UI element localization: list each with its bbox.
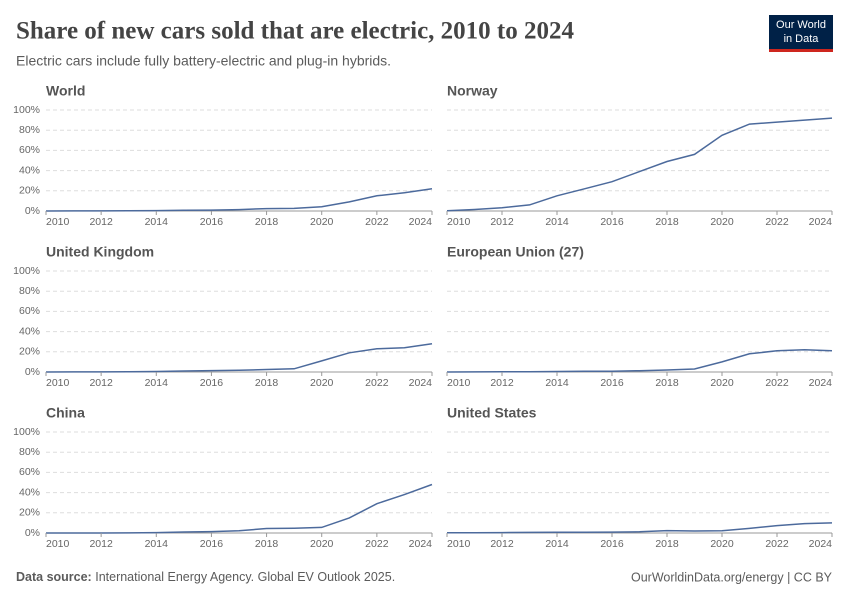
y-tick-label: 40% bbox=[19, 164, 40, 176]
y-tick-label: 40% bbox=[19, 486, 40, 498]
x-tick-label: 2010 bbox=[447, 377, 471, 389]
y-tick-label: 60% bbox=[19, 144, 40, 156]
x-tick-label: 2014 bbox=[545, 538, 569, 550]
line bbox=[45, 342, 433, 373]
line bbox=[446, 349, 833, 373]
source-label: Data source: bbox=[16, 570, 92, 584]
x-tick-label: 2012 bbox=[490, 216, 514, 228]
credit: OurWorldinData.org/energy | CC BY bbox=[631, 570, 833, 584]
x-tick-label: 2022 bbox=[765, 538, 789, 550]
x-tick-label: 2018 bbox=[655, 377, 679, 389]
panel-title: China bbox=[46, 405, 85, 421]
y-tick-label: 100% bbox=[13, 265, 40, 277]
panel-title: World bbox=[46, 83, 85, 99]
x-tick-label: 2014 bbox=[545, 377, 569, 389]
panel-title: United States bbox=[447, 405, 537, 421]
y-tick-label: 0% bbox=[25, 527, 40, 539]
x-tick-label: 2012 bbox=[89, 377, 113, 389]
y-tick-label: 80% bbox=[19, 285, 40, 297]
y-tick-label: 20% bbox=[19, 507, 40, 519]
x-tick-label: 2014 bbox=[145, 216, 169, 228]
x-tick-label: 2024 bbox=[409, 538, 433, 550]
logo-text: Our World bbox=[776, 19, 826, 31]
x-tick-label: 2010 bbox=[447, 538, 471, 550]
source-text: International Energy Agency. Global EV O… bbox=[95, 570, 395, 584]
x-tick-label: 2010 bbox=[46, 216, 70, 228]
x-tick-label: 2022 bbox=[365, 216, 389, 228]
y-tick-label: 100% bbox=[13, 426, 40, 438]
x-tick-label: 2024 bbox=[409, 216, 433, 228]
logo-bar bbox=[769, 49, 833, 52]
x-tick-label: 2010 bbox=[46, 538, 70, 550]
panel-title: United Kingdom bbox=[46, 244, 154, 260]
source: Data source: International Energy Agency… bbox=[16, 570, 395, 584]
line bbox=[446, 117, 833, 212]
y-tick-label: 80% bbox=[19, 446, 40, 458]
x-tick-label: 2020 bbox=[710, 377, 734, 389]
x-tick-label: 2018 bbox=[655, 216, 679, 228]
x-tick-label: 2010 bbox=[447, 216, 471, 228]
x-tick-label: 2016 bbox=[600, 538, 624, 550]
line bbox=[46, 483, 433, 534]
logo-text: in Data bbox=[784, 33, 820, 45]
chart-subtitle: Electric cars include fully battery-elec… bbox=[16, 53, 391, 69]
y-tick-label: 0% bbox=[25, 366, 40, 378]
x-tick-label: 2020 bbox=[310, 538, 334, 550]
y-tick-label: 80% bbox=[19, 124, 40, 136]
line bbox=[447, 522, 833, 534]
x-tick-label: 2014 bbox=[145, 538, 169, 550]
x-tick-label: 2014 bbox=[145, 377, 169, 389]
y-tick-label: 20% bbox=[19, 346, 40, 358]
x-tick-label: 2016 bbox=[200, 216, 224, 228]
x-tick-label: 2022 bbox=[765, 216, 789, 228]
y-tick-label: 40% bbox=[19, 325, 40, 337]
x-tick-label: 2018 bbox=[255, 538, 279, 550]
x-tick-label: 2024 bbox=[409, 377, 433, 389]
y-tick-label: 0% bbox=[25, 205, 40, 217]
x-tick-label: 2016 bbox=[200, 538, 224, 550]
x-tick-label: 2020 bbox=[310, 377, 334, 389]
x-tick-label: 2020 bbox=[710, 216, 734, 228]
x-tick-label: 2014 bbox=[545, 216, 569, 228]
y-tick-label: 60% bbox=[19, 305, 40, 317]
x-tick-label: 2018 bbox=[255, 216, 279, 228]
x-tick-label: 2020 bbox=[310, 216, 334, 228]
x-tick-label: 2010 bbox=[46, 377, 70, 389]
x-tick-label: 2022 bbox=[365, 538, 389, 550]
x-tick-label: 2024 bbox=[809, 538, 833, 550]
x-tick-label: 2012 bbox=[490, 377, 514, 389]
x-tick-label: 2012 bbox=[89, 538, 113, 550]
y-tick-label: 20% bbox=[19, 185, 40, 197]
x-tick-label: 2022 bbox=[365, 377, 389, 389]
y-tick-label: 100% bbox=[13, 104, 40, 116]
logo bbox=[769, 15, 833, 49]
x-tick-label: 2018 bbox=[655, 538, 679, 550]
x-tick-label: 2024 bbox=[809, 216, 833, 228]
x-tick-label: 2024 bbox=[809, 377, 833, 389]
x-tick-label: 2012 bbox=[490, 538, 514, 550]
x-tick-label: 2016 bbox=[600, 216, 624, 228]
x-tick-label: 2018 bbox=[255, 377, 279, 389]
chart-title: Share of new cars sold that are electric… bbox=[16, 18, 574, 45]
panel-title: European Union (27) bbox=[447, 244, 584, 260]
panel-title: Norway bbox=[447, 83, 498, 99]
x-tick-label: 2020 bbox=[710, 538, 734, 550]
x-tick-label: 2016 bbox=[600, 377, 624, 389]
x-tick-label: 2012 bbox=[89, 216, 113, 228]
y-tick-label: 60% bbox=[19, 466, 40, 478]
x-tick-label: 2022 bbox=[765, 377, 789, 389]
line bbox=[45, 188, 433, 212]
x-tick-label: 2016 bbox=[200, 377, 224, 389]
